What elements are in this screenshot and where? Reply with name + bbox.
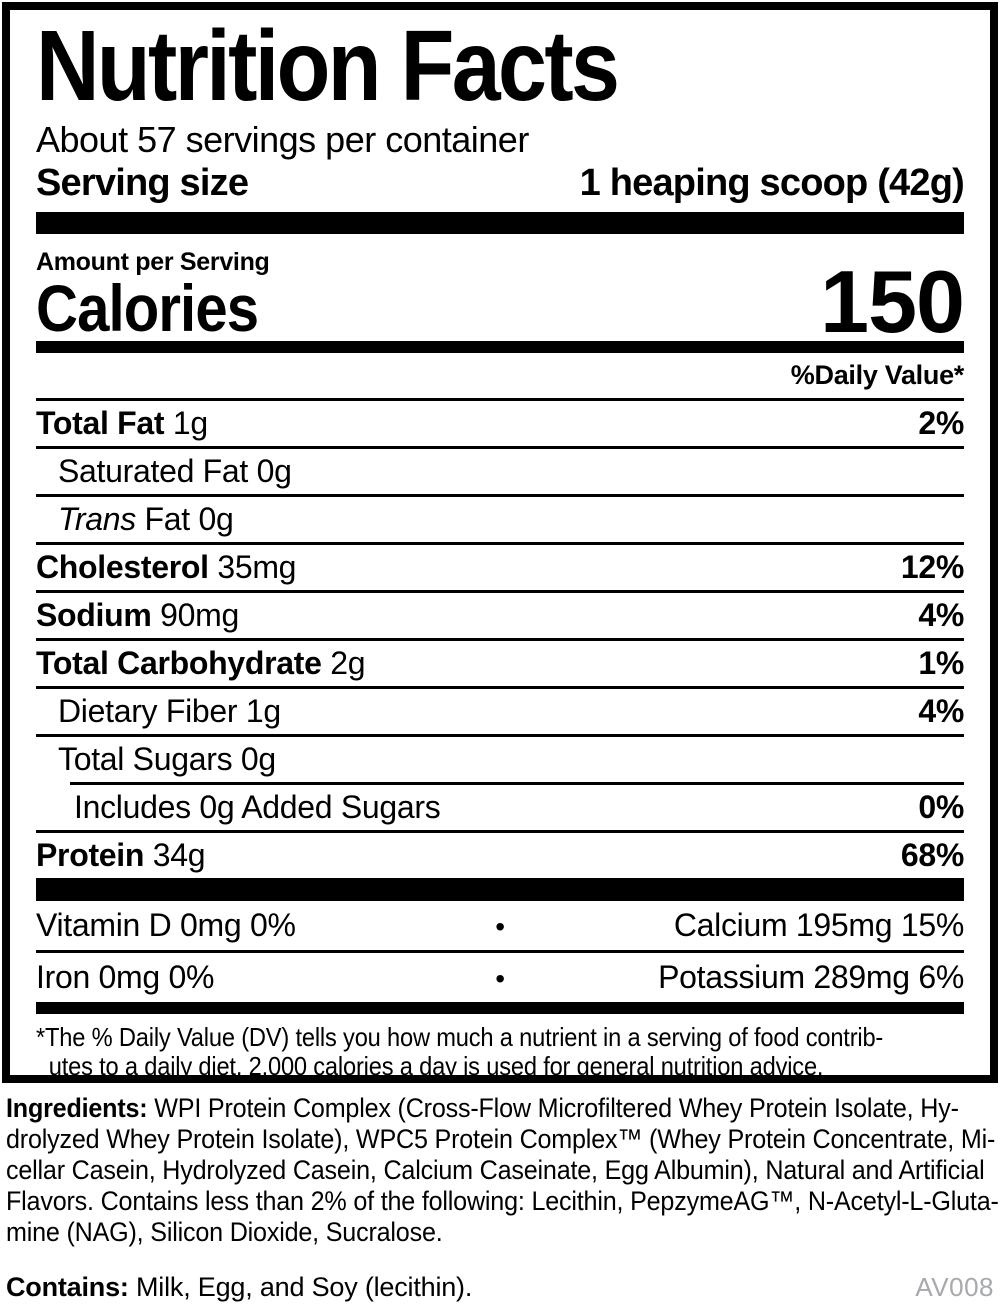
serving-size-label: Serving size: [36, 162, 249, 204]
nutrient-row-added-sugars: Includes 0g Added Sugars 0%: [70, 782, 964, 830]
nutrient-row-total-fat: Total Fat 1g 2%: [36, 398, 964, 446]
divider-medium: [36, 341, 964, 353]
ingredients-line: drolyzed Whey Protein Isolate), WPC5 Pro…: [6, 1124, 996, 1154]
nutrient-row-protein: Protein 34g 68%: [36, 830, 964, 878]
ingredients-section: Ingredients: WPI Protein Complex (Cross-…: [6, 1093, 999, 1248]
daily-value: 4%: [918, 693, 964, 729]
nutrient-row-trans-fat: Trans Fat 0g: [36, 494, 964, 542]
daily-value-footnote-line-1: *The % Daily Value (DV) tells you how mu…: [36, 1022, 884, 1052]
divider-medium: [36, 1002, 964, 1014]
daily-value: 1%: [918, 645, 964, 681]
potassium-value: Potassium 289mg 6%: [658, 959, 964, 995]
daily-value-footnote-line-2: utes to a daily diet. 2,000 calories a d…: [48, 1051, 824, 1081]
divider-thick: [36, 878, 964, 901]
ingredients-line: cellar Casein, Hydrolyzed Casein, Calciu…: [6, 1155, 985, 1185]
calories-label: Calories: [36, 270, 259, 345]
contains-heading: Contains:: [6, 1272, 129, 1302]
daily-value: 68%: [900, 837, 964, 873]
ingredients-line: Ingredients: WPI Protein Complex (Cross-…: [6, 1093, 959, 1123]
calories-row: Calories 150: [36, 258, 965, 346]
divider-thick: [36, 212, 964, 234]
ingredients-line: mine (NAG), Silicon Dioxide, Sucralose.: [6, 1217, 443, 1247]
product-code: AV008: [915, 1272, 994, 1302]
nutrition-facts-panel: Nutrition Facts About 57 servings per co…: [2, 2, 998, 1083]
nutrient-row-saturated-fat: Saturated Fat 0g: [36, 446, 964, 494]
daily-value: 0%: [918, 789, 964, 825]
contains-text: Milk, Egg, and Soy (lecithin).: [128, 1272, 473, 1302]
vitamin-d-value: Vitamin D 0mg 0%: [36, 907, 296, 943]
nutrient-row-dietary-fiber: Dietary Fiber 1g 4%: [36, 686, 964, 734]
micronutrient-row-1: Vitamin D 0mg 0% • Calcium 195mg 15%: [36, 901, 964, 950]
nutrient-row-total-sugars: Total Sugars 0g: [36, 734, 964, 782]
serving-size-row: Serving size 1 heaping scoop (42g): [36, 162, 965, 204]
calories-value: 150: [820, 252, 965, 352]
bullet-separator-icon: •: [495, 963, 505, 994]
ingredients-heading: Ingredients:: [6, 1093, 148, 1123]
daily-value: 4%: [918, 597, 964, 633]
nutrient-row-sodium: Sodium 90mg 4%: [36, 590, 964, 638]
calcium-value: Calcium 195mg 15%: [673, 907, 964, 943]
bullet-separator-icon: •: [495, 911, 505, 942]
nutrient-row-cholesterol: Cholesterol 35mg 12%: [36, 542, 964, 590]
serving-size-value: 1 heaping scoop (42g): [579, 162, 965, 204]
daily-value-header: %Daily Value*: [790, 360, 965, 390]
amount-per-serving-label: Amount per Serving: [36, 248, 270, 276]
daily-value: 2%: [918, 405, 964, 441]
daily-value: 12%: [900, 549, 964, 585]
nutrient-row-total-carbohydrate: Total Carbohydrate 2g 1%: [36, 638, 964, 686]
micronutrient-row-2: Iron 0mg 0% • Potassium 289mg 6%: [36, 950, 964, 1002]
iron-value: Iron 0mg 0%: [36, 959, 215, 995]
ingredients-line: Flavors. Contains less than 2% of the fo…: [6, 1186, 999, 1216]
panel-title: Nutrition Facts: [36, 10, 620, 122]
servings-per-container: About 57 servings per container: [36, 119, 529, 160]
allergen-statement: Contains: Milk, Egg, and Soy (lecithin).…: [6, 1272, 994, 1303]
